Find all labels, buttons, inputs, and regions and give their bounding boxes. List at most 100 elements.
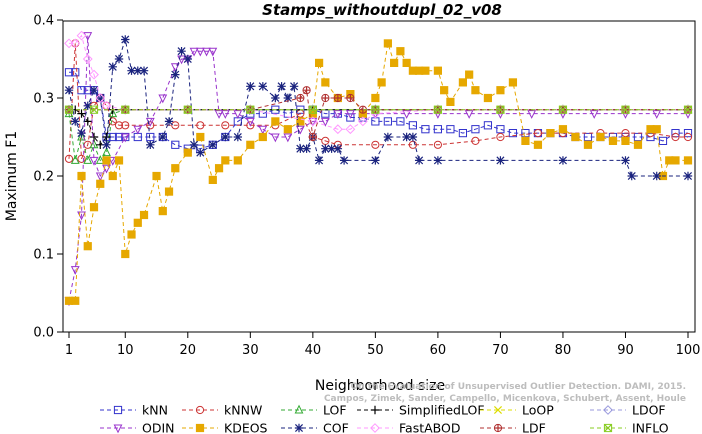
series-kdeos	[64, 39, 693, 305]
legend-marker	[603, 405, 613, 415]
data-point-kdeos	[608, 136, 618, 146]
data-point-inflo	[371, 105, 380, 114]
data-point-knn	[171, 140, 180, 149]
data-point-knn	[483, 121, 493, 130]
data-point-inflo	[308, 105, 317, 114]
data-point-cof	[121, 35, 130, 44]
data-point-kdeos	[433, 66, 442, 75]
data-point-knn	[658, 136, 668, 146]
data-point-kdeos	[196, 132, 205, 142]
data-point-kdeos	[633, 140, 643, 149]
data-point-kdeos	[121, 249, 130, 259]
data-point-odin	[233, 110, 243, 119]
legend-label: COF	[323, 421, 349, 434]
data-point-kdeos	[102, 156, 111, 165]
legend-label: kNN	[142, 403, 168, 418]
data-point-odin	[320, 117, 330, 127]
data-point-inflo	[621, 105, 630, 114]
data-point-knn	[446, 125, 455, 134]
data-point-kdeos	[221, 156, 230, 165]
data-point-odin	[652, 110, 662, 119]
data-point-knn	[421, 125, 430, 134]
legend-marker	[195, 423, 205, 433]
data-point-kdeos	[71, 296, 80, 305]
data-point-ldf	[346, 94, 354, 102]
data-point-kdeos	[108, 171, 117, 181]
data-point-kdeos	[158, 207, 167, 216]
data-point-fastabod	[332, 124, 343, 135]
data-point-knnw	[121, 121, 130, 130]
data-point-cof	[621, 156, 630, 165]
data-point-odin	[245, 117, 255, 127]
legend-marker	[294, 423, 304, 433]
data-point-cof	[139, 66, 149, 75]
data-point-cof	[383, 132, 393, 142]
data-point-knn	[633, 132, 643, 142]
data-point-kdeos	[440, 86, 449, 95]
series-line-odin	[68, 35, 688, 301]
data-point-kdeos	[465, 70, 474, 79]
data-point-cof	[433, 156, 443, 165]
data-point-odin	[464, 110, 474, 119]
legend-marker	[113, 424, 123, 434]
data-point-cof	[96, 93, 105, 103]
data-point-kdeos	[89, 203, 99, 212]
data-point-odin	[214, 110, 224, 119]
data-point-cof	[171, 70, 180, 79]
data-point-inflo	[683, 105, 693, 114]
data-point-kdeos	[558, 125, 568, 134]
series-fastabod	[64, 30, 693, 135]
data-point-ldf	[309, 133, 317, 141]
data-point-kdeos	[77, 171, 86, 181]
data-point-cof	[83, 101, 92, 110]
data-point-cof	[196, 148, 205, 157]
data-point-knnw	[77, 154, 86, 163]
x-tick-label: 100	[676, 343, 701, 358]
data-point-knn	[64, 68, 74, 77]
data-point-fastabod	[82, 54, 93, 64]
data-point-ldf	[296, 94, 304, 102]
data-point-cof	[114, 54, 124, 64]
data-point-cof	[414, 156, 424, 165]
data-point-kdeos	[214, 164, 224, 173]
series-odin	[64, 32, 693, 307]
data-point-cof	[683, 171, 693, 181]
data-point-cof	[258, 82, 268, 91]
legend-label: LDF	[522, 421, 546, 434]
data-point-odin	[345, 110, 355, 119]
data-point-cof	[558, 156, 568, 165]
data-point-cof	[296, 144, 305, 153]
legend-label: LDOF	[632, 403, 666, 418]
y-tick-label: 0.1	[33, 248, 54, 263]
data-point-kdeos	[596, 132, 605, 142]
data-point-odin	[208, 47, 218, 57]
data-point-cof	[402, 132, 411, 142]
data-point-knn	[283, 109, 292, 118]
data-point-knnw	[321, 136, 330, 145]
data-point-knnw	[471, 136, 480, 145]
data-point-kdeos	[446, 97, 455, 107]
data-point-kdeos	[283, 125, 292, 134]
data-point-cof	[496, 156, 505, 165]
data-point-knn	[383, 117, 392, 126]
data-point-kdeos	[683, 156, 693, 165]
data-point-knn	[396, 117, 405, 126]
watermark-line-2: On the Evaluation of Unsupervised Outlie…	[351, 382, 686, 392]
legend-item-simplifiedlof: SimplifiedLOF	[357, 403, 485, 418]
data-point-kdeos	[321, 78, 330, 87]
x-tick-label: 1	[65, 343, 73, 358]
data-point-knnw	[246, 121, 255, 130]
data-point-kdeos	[133, 218, 142, 227]
y-axis-label: Maximum F1	[4, 131, 20, 221]
legend-label: LOF	[323, 403, 347, 418]
data-point-odin	[83, 32, 93, 41]
legend-item-loop: LoOP	[480, 403, 554, 418]
data-point-kdeos	[296, 117, 305, 126]
data-point-odin	[527, 110, 537, 119]
data-point-knn	[346, 113, 355, 122]
data-point-cof	[208, 140, 218, 149]
data-point-kdeos	[208, 175, 217, 185]
data-point-fastabod	[95, 93, 106, 103]
data-point-cof	[283, 93, 293, 103]
